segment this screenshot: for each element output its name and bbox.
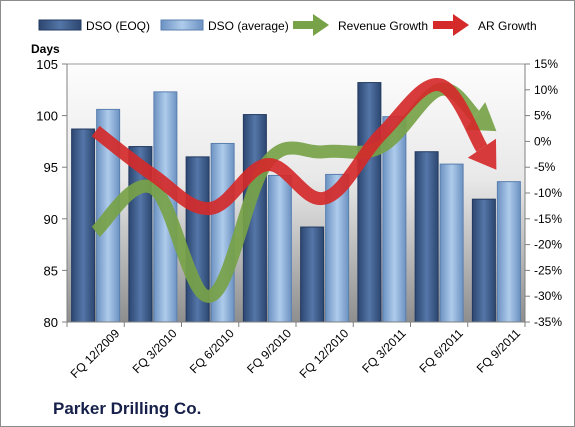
x-tick-label-1: FQ 3/2010: [130, 326, 180, 376]
legend-arrow-revenue-growth: [313, 14, 329, 36]
bar-dso-eoq-5: [357, 82, 382, 323]
bar-dso-eoq-4: [300, 226, 325, 323]
legend-swatch-ar-growth: [433, 21, 455, 29]
y-tick-label-100: 100: [36, 109, 58, 124]
y-tick-label-80: 80: [44, 315, 58, 330]
x-tick-label-3: FQ 9/2010: [244, 326, 294, 376]
y2-tick-label-10: -35%: [534, 315, 562, 329]
y2-tick-label-3: 0%: [534, 134, 552, 148]
bar-dso-eoq-6: [414, 151, 439, 323]
y-tick-label-95: 95: [44, 160, 58, 175]
y2-tick-label-4: -5%: [534, 160, 556, 174]
x-tick-label-7: FQ 9/2011: [474, 326, 524, 376]
x-tick-label-2: FQ 6/2010: [187, 326, 237, 376]
y-tick-label-90: 90: [44, 212, 58, 227]
y-tick-label-85: 85: [44, 263, 58, 278]
bar-dso-eoq-7: [471, 198, 496, 323]
y2-tick-label-2: 5%: [534, 109, 552, 123]
y2-tick-label-6: -15%: [534, 212, 562, 226]
y2-tick-label-7: -20%: [534, 238, 562, 252]
bar-dso-average-6: [439, 163, 464, 323]
line-ar-growth: [91, 78, 488, 215]
legend-label-revenue-growth: Revenue Growth: [338, 19, 428, 33]
x-tick-label-6: FQ 6/2011: [417, 326, 467, 376]
legend-swatch-dso-eoq: [38, 19, 82, 31]
x-tick-label-0: FQ 12/2009: [68, 326, 123, 381]
legend-arrow-ar-growth: [453, 14, 469, 36]
y2-tick-label-1: 10%: [534, 83, 558, 97]
bar-dso-average-3: [267, 174, 292, 323]
company-title: Parker Drilling Co.: [53, 399, 202, 418]
y2-tick-label-9: -30%: [534, 289, 562, 303]
legend-swatch-dso-average: [160, 19, 204, 31]
legend-label-dso-eoq: DSO (EOQ): [86, 19, 150, 33]
legend-swatch-revenue-growth: [293, 21, 315, 29]
y-axis-title: Days: [31, 42, 60, 56]
y2-tick-label-0: 15%: [534, 57, 558, 71]
y-tick-label-105: 105: [36, 57, 58, 72]
x-tick-label-5: FQ 3/2011: [359, 326, 409, 376]
legend-label-dso-average: DSO (average): [208, 19, 289, 33]
x-tick-label-4: FQ 12/2010: [297, 326, 352, 381]
bar-dso-average-7: [496, 181, 521, 323]
bar-dso-eoq-0: [71, 128, 96, 323]
legend-label-ar-growth: AR Growth: [478, 19, 537, 33]
y2-tick-label-5: -10%: [534, 186, 562, 200]
arrowhead-ar-growth: [467, 138, 497, 170]
y2-tick-label-8: -25%: [534, 263, 562, 277]
